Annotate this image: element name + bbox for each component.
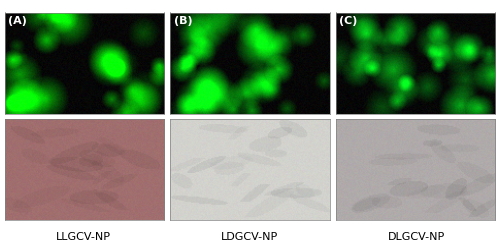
Text: LLGCV-NP: LLGCV-NP bbox=[56, 232, 111, 242]
Text: (C): (C) bbox=[339, 16, 357, 26]
Text: DLGCV-NP: DLGCV-NP bbox=[388, 232, 446, 242]
Text: LDGCV-NP: LDGCV-NP bbox=[222, 232, 278, 242]
Text: (A): (A) bbox=[8, 16, 27, 26]
Text: (B): (B) bbox=[174, 16, 193, 26]
